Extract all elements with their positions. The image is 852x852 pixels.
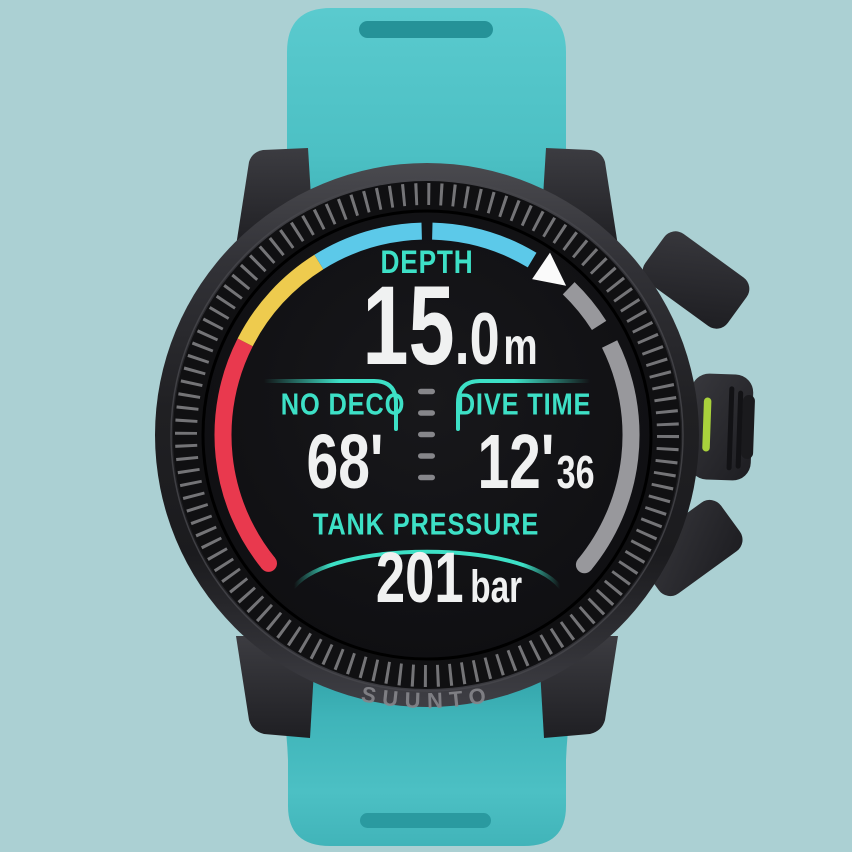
- gauge-arc-red-cap: [260, 554, 277, 572]
- gauge-arc-gray-cap: [575, 556, 593, 574]
- tank-pressure-label: TANK PRESSURE: [312, 506, 540, 542]
- case-ring: [170, 178, 684, 692]
- gauge-arc-red: [214, 338, 276, 569]
- depth-label: DEPTH: [380, 244, 474, 280]
- no-deco-bracket: [264, 379, 398, 431]
- gauge-arc-yellow: [237, 254, 324, 347]
- depth-unit: m: [503, 318, 538, 376]
- dive-time-seconds: 36: [556, 446, 595, 498]
- crown-accent: [702, 397, 712, 452]
- top-strap-slot: [359, 21, 493, 38]
- dive-time-label: DIVE TIME: [456, 386, 592, 422]
- no-deco-value: 68': [307, 424, 384, 501]
- depth-decimal: .0: [454, 299, 500, 380]
- gauge-arc-cyan-left: [314, 222, 423, 270]
- tick-ring: [175, 183, 679, 687]
- dive-time-minutes: 12': [477, 419, 555, 505]
- dive-time-bracket: [456, 379, 590, 431]
- depth-value: 15.0 m: [362, 270, 537, 382]
- gauge-arc-gray-2: [577, 340, 640, 571]
- bottom-button[interactable]: [632, 494, 748, 601]
- crown-ridge: [735, 390, 744, 469]
- depth-whole: 15: [362, 263, 455, 388]
- gauge-arc-gray-1: [562, 282, 607, 331]
- gauge-arc-cyan-right: [431, 222, 537, 268]
- bottom-strap-slot: [360, 813, 491, 828]
- tank-pressure-arc: [292, 549, 562, 589]
- crown-ridge: [726, 386, 735, 471]
- top-button[interactable]: [637, 226, 755, 334]
- tank-pressure-unit: bar: [470, 561, 523, 612]
- no-deco-minutes: 68': [306, 419, 384, 505]
- separator-dashes: [418, 388, 435, 481]
- no-deco-label: NO DECO: [280, 386, 406, 422]
- gauge-pointer-icon: [532, 252, 567, 286]
- tank-pressure-value: 201 bar: [376, 543, 522, 614]
- dive-time-value: 12' 36: [477, 424, 594, 501]
- tank-pressure-number: 201: [375, 539, 464, 618]
- crown-cap: [741, 394, 755, 459]
